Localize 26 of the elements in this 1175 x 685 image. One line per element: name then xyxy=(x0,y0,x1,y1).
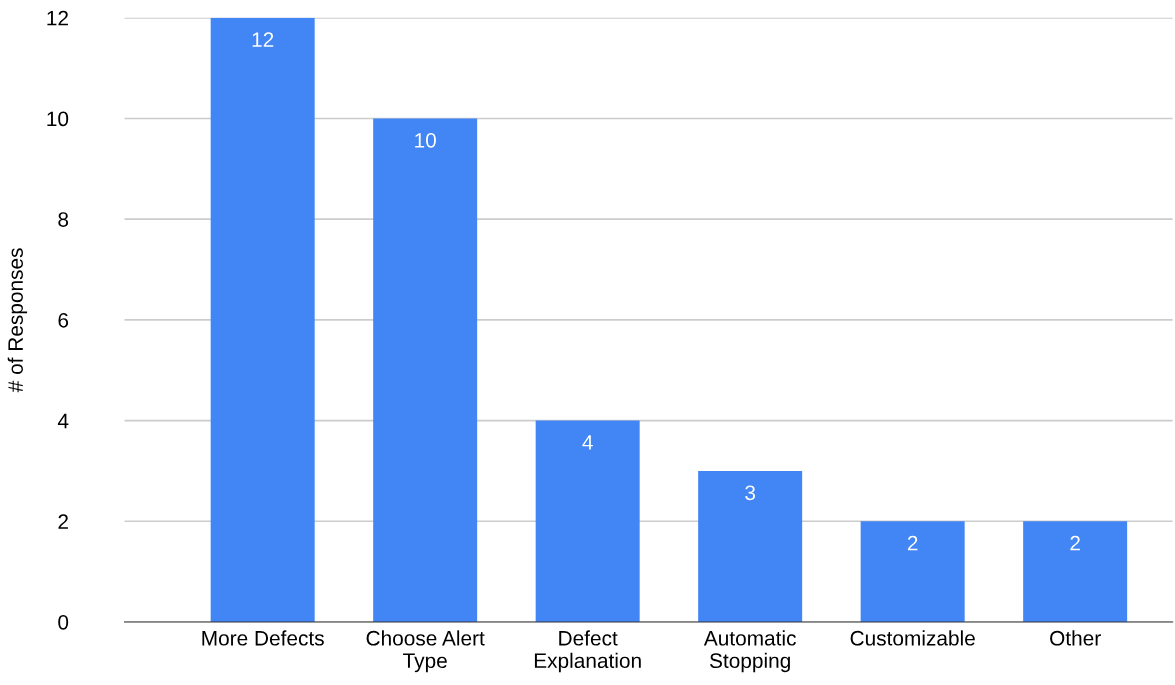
data-label: 12 xyxy=(252,32,274,47)
bar xyxy=(1023,521,1128,622)
y-tick-label: 10 xyxy=(47,111,69,127)
y-tick-label: 4 xyxy=(57,413,69,429)
bar xyxy=(535,420,640,622)
bar xyxy=(373,118,478,622)
bar xyxy=(698,470,803,622)
x-tick-label: Automatic Stopping xyxy=(703,630,796,673)
data-label: 4 xyxy=(582,435,593,450)
x-tick-label: Defect Explanation xyxy=(534,630,641,673)
y-tick-label: 8 xyxy=(58,212,69,227)
bar xyxy=(860,521,965,622)
x-tick-label: Other xyxy=(1050,630,1101,646)
x-tick-label: Choose Alert Type xyxy=(366,630,485,673)
y-tick-label: 2 xyxy=(58,514,68,529)
y-tick-label: 6 xyxy=(58,312,69,328)
x-tick-label: More Defects xyxy=(202,630,324,646)
y-tick-label: 0 xyxy=(58,614,69,630)
data-label: 2 xyxy=(1070,535,1080,551)
data-label: 2 xyxy=(907,535,918,551)
data-label: 10 xyxy=(415,132,436,148)
data-label: 3 xyxy=(745,485,756,501)
x-tick-label: Customizable xyxy=(850,630,975,646)
y-axis-title: # of Responses xyxy=(7,248,28,393)
bar xyxy=(210,17,315,622)
y-tick-label: 12 xyxy=(47,10,68,26)
